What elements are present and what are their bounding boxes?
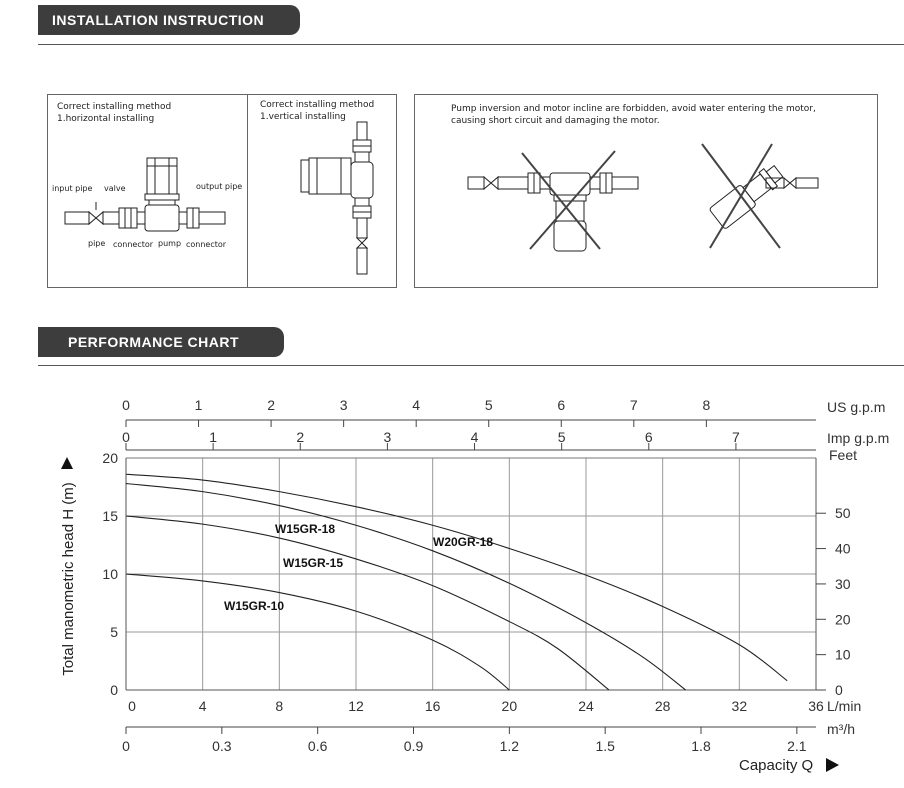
m3h-tick-label: 1.5: [595, 738, 615, 754]
x-axis-arrow: [826, 758, 839, 772]
feet-tick-label: 30: [835, 576, 851, 592]
install-box-correct: [47, 94, 397, 288]
imp-gpm-tick-label: 7: [732, 429, 740, 445]
label-pump: pump: [158, 239, 182, 248]
series-label: W20GR-18: [433, 535, 493, 549]
y-tick-label: 0: [110, 682, 118, 698]
us-gpm-tick-label: 4: [412, 397, 420, 413]
m3h-tick-label: 0.3: [212, 738, 232, 754]
y-tick-label: 20: [102, 450, 118, 466]
us-gpm-tick-label: 1: [195, 397, 203, 413]
us-gpm-axis-label: US g.p.m: [827, 399, 885, 415]
series-label: W15GR-10: [224, 599, 284, 613]
imp-gpm-tick-label: 4: [471, 429, 479, 445]
m3h-tick-label: 0.6: [308, 738, 328, 754]
y-axis-label: Total manometric head H (m): [60, 482, 77, 675]
horizontal-title: Correct installing method: [57, 102, 172, 112]
us-gpm-tick-label: 3: [340, 397, 348, 413]
install-box-forbidden: [414, 94, 878, 288]
series-line: [125, 482, 687, 691]
x-axis-label: Capacity Q: [739, 757, 813, 774]
m3h-tick-label: 0: [122, 738, 130, 754]
horizontal-subtitle: 1.horizontal installing: [57, 114, 155, 124]
label-pipe: pipe: [88, 239, 106, 248]
m3h-tick-label: 1.2: [500, 738, 520, 754]
imp-gpm-tick-label: 5: [558, 429, 566, 445]
us-gpm-tick-label: 0: [122, 397, 130, 413]
x-unit-label: L/min: [827, 698, 861, 714]
feet-tick-label: 40: [835, 541, 851, 557]
performance-heading: PERFORMANCE CHART: [38, 327, 284, 357]
vertical-subtitle: 1.vertical installing: [260, 112, 346, 122]
imp-gpm-tick-label: 1: [209, 429, 217, 445]
m3h-axis-label: m³/h: [827, 721, 855, 737]
m3h-tick-label: 0.9: [404, 738, 424, 754]
us-gpm-tick-label: 2: [267, 397, 275, 413]
forbidden-inverted-drawing: [467, 150, 639, 252]
x-tick-label: 4: [199, 698, 207, 714]
label-output-pipe: output pipe: [196, 182, 243, 191]
x-tick-label: 0: [128, 698, 136, 714]
y-tick-label: 5: [110, 624, 118, 640]
x-tick-label: 28: [655, 698, 671, 714]
x-tick-label: 24: [578, 698, 594, 714]
label-valve: valve: [104, 184, 126, 193]
label-connector-left: connector: [113, 240, 154, 249]
x-tick-label: 32: [732, 698, 748, 714]
imp-gpm-tick-label: 2: [296, 429, 304, 445]
series-label: W15GR-18: [275, 522, 335, 536]
imp-gpm-tick-label: 0: [122, 429, 130, 445]
us-gpm-tick-label: 6: [557, 397, 565, 413]
feet-axis-label: Feet: [829, 447, 857, 463]
feet-tick-label: 20: [835, 611, 851, 627]
imp-gpm-axis-label: Imp g.p.m: [827, 430, 889, 446]
x-tick-label: 12: [348, 698, 364, 714]
m3h-tick-label: 2.1: [787, 738, 807, 754]
y-axis-arrow: [61, 457, 73, 469]
y-tick-label: 10: [102, 566, 118, 582]
series-line: [125, 473, 788, 682]
installation-heading: INSTALLATION INSTRUCTION: [38, 5, 300, 35]
warning-line-1: Pump inversion and motor incline are for…: [451, 104, 816, 114]
us-gpm-tick-label: 8: [702, 397, 710, 413]
us-gpm-tick-label: 5: [485, 397, 493, 413]
feet-tick-label: 0: [835, 682, 843, 698]
x-tick-label: 20: [502, 698, 518, 714]
label-input-pipe: input pipe: [52, 184, 93, 193]
x-tick-label: 36: [808, 698, 824, 714]
feet-tick-label: 50: [835, 505, 851, 521]
installation-divider: [38, 44, 904, 45]
vertical-title: Correct installing method: [260, 100, 375, 110]
vertical-install-drawing: [300, 121, 374, 275]
imp-gpm-tick-label: 6: [645, 429, 653, 445]
m3h-tick-label: 1.8: [691, 738, 711, 754]
x-tick-label: 16: [425, 698, 441, 714]
series-label: W15GR-15: [283, 556, 343, 570]
series-line: [125, 515, 610, 691]
imp-gpm-tick-label: 3: [383, 429, 391, 445]
warning-line-2: causing short circuit and damaging the m…: [451, 116, 660, 126]
y-tick-label: 15: [102, 508, 118, 524]
forbidden-inclined-drawing: [701, 143, 819, 249]
label-connector-right: connector: [186, 240, 227, 249]
us-gpm-tick-label: 7: [630, 397, 638, 413]
feet-tick-label: 10: [835, 647, 851, 663]
series-line: [125, 573, 510, 691]
x-tick-label: 8: [275, 698, 283, 714]
performance-divider: [38, 365, 904, 366]
install-box-divider: [247, 95, 248, 287]
horizontal-install-drawing: [64, 157, 226, 232]
